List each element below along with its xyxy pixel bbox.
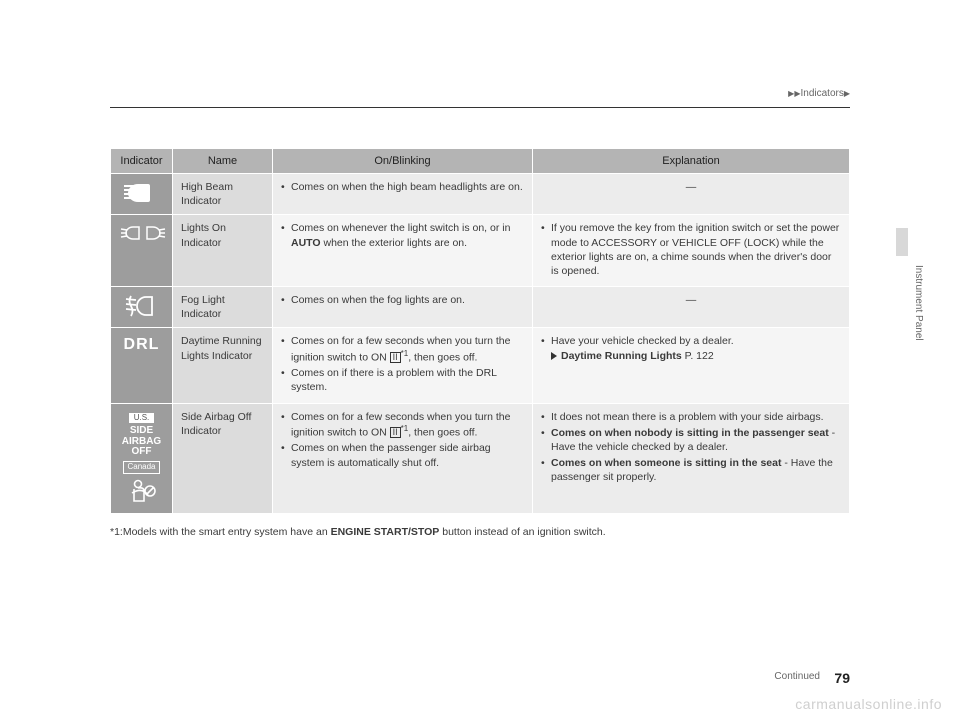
row-name: High Beam Indicator <box>173 174 273 215</box>
indicators-table: Indicator Name On/Blinking Explanation <box>110 148 850 514</box>
row-name: Fog Light Indicator <box>173 287 273 328</box>
row-on: Comes on whenever the light switch is on… <box>273 215 533 287</box>
lights-on-icon <box>111 215 173 287</box>
bullet: It does not mean there is a problem with… <box>541 410 841 424</box>
row-exp: It does not mean there is a problem with… <box>533 403 850 513</box>
high-beam-icon <box>111 174 173 215</box>
row-exp: — <box>533 174 850 215</box>
row-name: Side Airbag Off Indicator <box>173 403 273 513</box>
th-on: On/Blinking <box>273 149 533 174</box>
bullet: Comes on when the high beam headlights a… <box>281 180 524 194</box>
bullet: Comes on when the passenger side airbag … <box>281 441 524 469</box>
row-on: Comes on for a few seconds when you turn… <box>273 403 533 513</box>
table-row: Fog Light Indicator Comes on when the fo… <box>111 287 850 328</box>
side-section-label: Instrument Panel <box>913 265 924 341</box>
row-on: Comes on when the high beam headlights a… <box>273 174 533 215</box>
th-name: Name <box>173 149 273 174</box>
canada-label: Canada <box>123 461 159 474</box>
page-number: 79 <box>834 670 850 686</box>
breadcrumb: ▶▶Indicators▶ <box>110 88 850 108</box>
off-text: OFF <box>113 447 170 458</box>
page-content: ▶▶Indicators▶ Indicator Name On/Blinking… <box>110 88 850 538</box>
breadcrumb-tri-3: ▶ <box>844 89 850 98</box>
bullet: Comes on when nobody is sitting in the p… <box>541 426 841 454</box>
breadcrumb-label: Indicators <box>800 88 843 99</box>
row-on: Comes on when the fog lights are on. <box>273 287 533 328</box>
bullet: If you remove the key from the ignition … <box>541 221 841 278</box>
row-exp: — <box>533 287 850 328</box>
row-exp: Have your vehicle checked by a dealer.Da… <box>533 328 850 403</box>
side-airbag-off-icon: U.S. SIDE AIRBAG OFF Canada <box>111 403 173 513</box>
footnote: *1:Models with the smart entry system ha… <box>110 526 850 538</box>
side-thumb-tab <box>896 228 908 256</box>
table-row: DRL Daytime Running Lights Indicator Com… <box>111 328 850 403</box>
bullet: Comes on when the fog lights are on. <box>281 293 524 307</box>
row-on: Comes on for a few seconds when you turn… <box>273 328 533 403</box>
table-row: Lights On Indicator Comes on whenever th… <box>111 215 850 287</box>
th-indicator: Indicator <box>111 149 173 174</box>
bullet: Comes on whenever the light switch is on… <box>281 221 524 249</box>
table-row: U.S. SIDE AIRBAG OFF Canada <box>111 403 850 513</box>
us-label: U.S. <box>129 413 155 424</box>
drl-icon: DRL <box>111 328 173 403</box>
drl-text: DRL <box>124 336 160 353</box>
row-name: Lights On Indicator <box>173 215 273 287</box>
header-row: Indicator Name On/Blinking Explanation <box>111 149 850 174</box>
bullet: Comes on for a few seconds when you turn… <box>281 334 524 364</box>
table-row: High Beam Indicator Comes on when the hi… <box>111 174 850 215</box>
bullet: Comes on when someone is sitting in the … <box>541 456 841 484</box>
row-name: Daytime Running Lights Indicator <box>173 328 273 403</box>
bullet: Have your vehicle checked by a dealer.Da… <box>541 334 841 362</box>
watermark: carmanualsonline.info <box>795 696 942 712</box>
continued-label: Continued <box>774 671 820 682</box>
th-exp: Explanation <box>533 149 850 174</box>
fog-light-icon <box>111 287 173 328</box>
row-exp: If you remove the key from the ignition … <box>533 215 850 287</box>
bullet: Comes on for a few seconds when you turn… <box>281 410 524 440</box>
bullet: Comes on if there is a problem with the … <box>281 366 524 394</box>
